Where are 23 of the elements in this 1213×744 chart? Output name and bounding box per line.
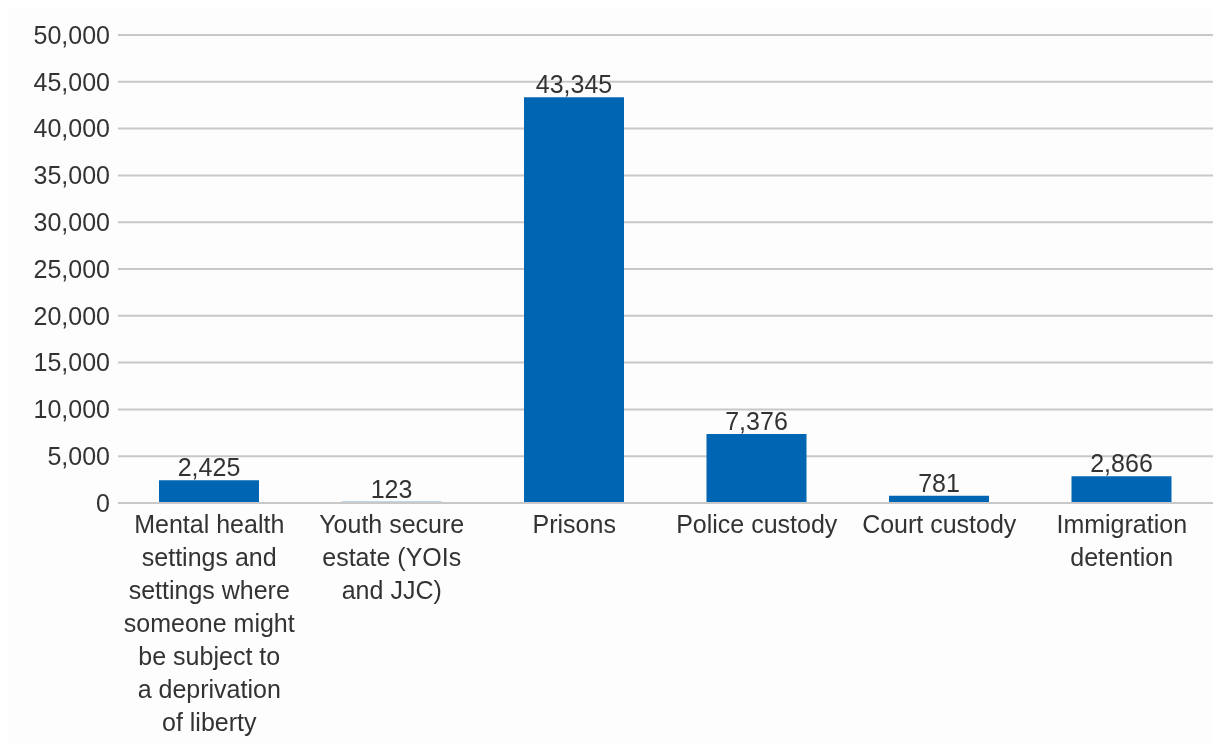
x-tick-label: Court custody — [862, 510, 1017, 538]
y-tick-label: 30,000 — [33, 208, 110, 237]
y-tick-label: 15,000 — [33, 348, 110, 377]
data-label: 43,345 — [535, 70, 613, 99]
x-tick-label: Police custody — [676, 510, 838, 538]
y-tick-label: 25,000 — [33, 254, 110, 283]
data-label: 2,425 — [177, 453, 241, 482]
data-label: 2,866 — [1090, 449, 1153, 478]
y-tick-label: 35,000 — [33, 161, 110, 190]
x-tick-label: Immigration detention — [1056, 510, 1188, 571]
y-tick-label: 40,000 — [33, 114, 110, 143]
data-label: 123 — [370, 474, 413, 503]
data-label: 7,376 — [725, 406, 788, 435]
y-tick-label: 20,000 — [33, 301, 110, 330]
data-label: 781 — [918, 468, 960, 497]
y-tick-label: 10,000 — [33, 395, 110, 424]
y-tick-label: 5,000 — [47, 442, 110, 471]
y-tick-label: 45,000 — [33, 67, 110, 96]
y-tick-label: 0 — [96, 488, 110, 517]
y-tick-label: 50,000 — [33, 20, 110, 49]
x-tick-label: Prisons — [532, 510, 616, 538]
x-tick-label: Mental health settings and settings where someone might be subject to a deprivation of liberty — [123, 510, 295, 736]
x-tick-label: Youth secure estate (YOIs and JJC) — [319, 510, 465, 604]
